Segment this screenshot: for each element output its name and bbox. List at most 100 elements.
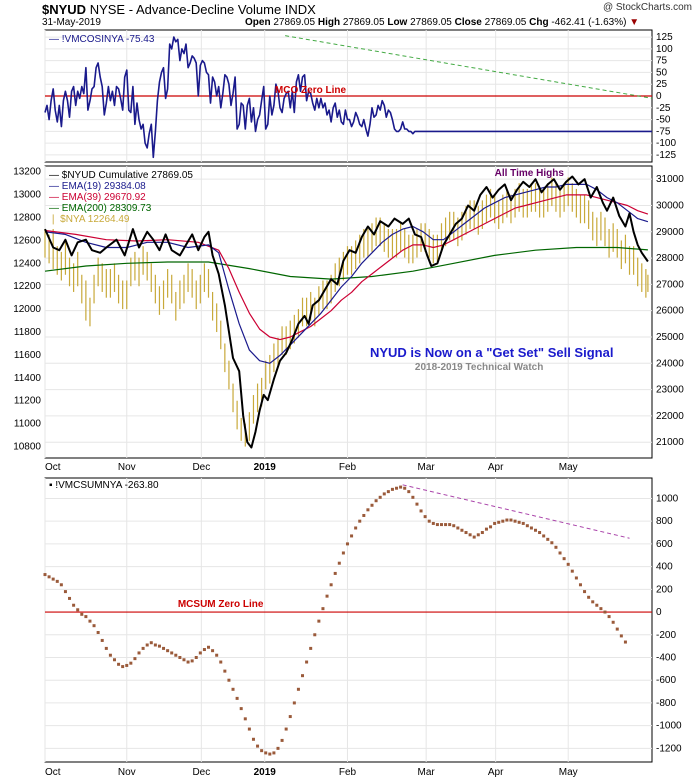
mcsum-point <box>554 545 558 549</box>
mcsum-point <box>525 524 529 528</box>
mcsum-point <box>84 615 88 619</box>
mcsum-point <box>484 527 488 531</box>
mcsum-point <box>207 645 211 649</box>
low-value: 27869.05 <box>410 17 452 28</box>
mcsum-point <box>268 752 272 756</box>
watermark: @ StockCharts.com <box>602 2 692 13</box>
mcsum-point <box>476 533 480 537</box>
mcsum-point <box>272 751 276 755</box>
price-right-tick-label: 23000 <box>656 385 684 396</box>
mcsum-point <box>395 486 399 490</box>
mcsum-point <box>521 521 525 525</box>
mco-tick-label: 75 <box>656 56 668 67</box>
mcsum-point <box>247 727 251 731</box>
mcsum-point <box>280 738 284 742</box>
mcsum-point <box>96 630 100 634</box>
open-label: Open <box>245 17 271 28</box>
mcsum-point <box>137 651 141 655</box>
ath-annotation: All Time Highs <box>495 168 565 179</box>
price-right-tick-label: 30000 <box>656 200 684 211</box>
x-tick-label-bottom: Dec <box>192 767 210 778</box>
mcsum-point <box>493 521 497 525</box>
mcsum-point <box>223 669 227 673</box>
mco-tick-label: 0 <box>656 91 662 102</box>
mcsum-point <box>595 603 599 607</box>
mcsum-point <box>439 523 443 527</box>
mcsum-point <box>305 660 309 664</box>
x-tick-label-bottom: May <box>559 767 578 778</box>
mcsum-point <box>333 571 337 575</box>
mcsum-point <box>145 643 149 647</box>
mcsum-point <box>611 620 615 624</box>
price-legend-1: — EMA(19) 29384.08 <box>49 181 146 192</box>
nya-left-tick-label: 11400 <box>14 373 42 384</box>
open-value: 27869.05 <box>273 17 316 28</box>
mcsum-point <box>76 608 80 612</box>
mcsum-point <box>235 696 239 700</box>
mcsum-point <box>374 499 378 503</box>
x-tick-label-mid: Feb <box>339 462 357 473</box>
mcsum-point <box>390 487 394 491</box>
sell-signal-annotation: NYUD is Now on a "Get Set" Sell Signal <box>370 345 613 360</box>
mcsum-point <box>296 687 300 691</box>
mcsum-point <box>341 551 345 555</box>
price-right-tick-label: 25000 <box>656 332 684 343</box>
mcsum-point <box>47 575 51 579</box>
mcsum-tick-label: -600 <box>656 675 676 686</box>
mcsum-point <box>386 490 390 494</box>
mcsum-point <box>350 534 354 538</box>
mcsum-point <box>468 533 472 537</box>
price-right-tick-label: 28000 <box>656 253 684 264</box>
mcsum-point <box>133 657 137 661</box>
mcsum-point <box>108 653 112 657</box>
price-right-tick-label: 26000 <box>656 306 684 317</box>
mcsum-point <box>211 649 215 653</box>
mcsum-tick-label: 800 <box>656 516 673 527</box>
mcsum-point <box>88 619 92 623</box>
mcsum-point <box>354 526 358 530</box>
nya-left-tick-label: 12600 <box>13 235 41 246</box>
mcsum-point <box>345 542 349 546</box>
header-date: 31-May-2019 <box>42 17 101 28</box>
mcsum-point <box>43 573 47 577</box>
mcsum-point <box>444 523 448 527</box>
mcsum-point <box>178 655 182 659</box>
mco-tick-label: -25 <box>656 103 671 114</box>
mcsum-point <box>198 651 202 655</box>
mcsum-panel <box>44 477 653 763</box>
mcsum-point <box>382 492 386 496</box>
mco-zero-label: MCO Zero Line <box>275 85 347 96</box>
mcsum-point <box>534 528 538 532</box>
mcsum-point <box>370 503 374 507</box>
x-tick-label-mid: Oct <box>45 462 61 473</box>
nya-left-tick-label: 11200 <box>14 396 42 407</box>
mcsum-point <box>63 590 67 594</box>
mcsum-point <box>403 486 407 490</box>
mco-tick-label: 125 <box>656 32 673 43</box>
mcsum-point <box>309 646 313 650</box>
mcsum-tick-label: 400 <box>656 562 673 573</box>
mcsum-point <box>92 624 96 628</box>
x-tick-label-bottom: Apr <box>488 767 504 778</box>
mcsum-point <box>51 577 55 581</box>
mcsum-point <box>68 596 72 600</box>
close-value: 27869.05 <box>484 17 527 28</box>
mcsum-point <box>570 569 574 573</box>
mco-tick-label: -50 <box>656 115 671 126</box>
mcsum-point <box>542 534 546 538</box>
mco-legend: — !VMCOSINYA -75.43 <box>49 34 155 45</box>
mcsum-point <box>562 557 566 561</box>
mcsum-point <box>251 737 255 741</box>
mcsum-point <box>460 528 464 532</box>
close-label: Close <box>454 17 482 28</box>
mco-tick-label: 25 <box>656 79 668 90</box>
nya-left-tick-label: 13200 <box>13 167 41 178</box>
mcsum-point <box>256 744 260 748</box>
mcsum-tick-label: -1000 <box>656 721 682 732</box>
nya-left-tick-label: 11800 <box>14 327 42 338</box>
mcsum-point <box>558 551 562 555</box>
mcsum-point <box>464 531 468 535</box>
mcsum-point <box>456 526 460 530</box>
exchange-desc: NYSE - Advance-Decline Volume INDX <box>89 2 316 17</box>
mcsum-point <box>538 531 542 535</box>
